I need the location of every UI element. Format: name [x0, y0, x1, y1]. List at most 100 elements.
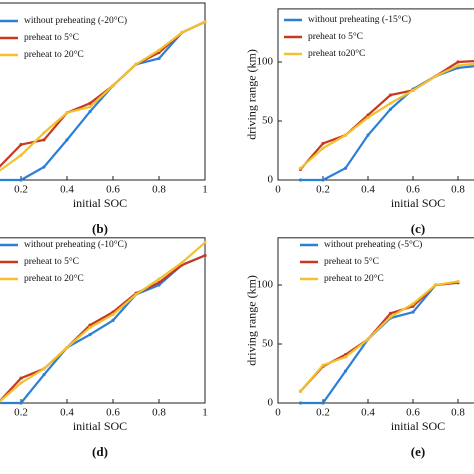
point: [366, 115, 370, 120]
point: [203, 20, 207, 24]
plot-frame: [277, 237, 474, 404]
point: [298, 178, 303, 182]
x-tick-label: 0.4: [361, 407, 375, 419]
point: [343, 369, 348, 373]
legend-label: without preheating (-15°C): [308, 14, 411, 25]
point: [19, 143, 23, 147]
panel-label: (b): [92, 221, 108, 236]
legend-label: preheat to 20°C: [24, 273, 84, 284]
x-axis-label: initial SOC: [391, 419, 445, 433]
series-line: [299, 281, 459, 392]
point: [65, 345, 69, 350]
point: [203, 253, 207, 258]
y-tick-label: 50: [262, 338, 274, 350]
point: [157, 281, 161, 285]
point: [19, 376, 23, 380]
point: [111, 318, 115, 322]
x-tick-label: 0.8: [451, 407, 465, 419]
point: [180, 30, 184, 35]
plot-frame: [0, 2, 206, 181]
x-tick-label: 0.2: [316, 407, 330, 419]
point: [433, 74, 438, 78]
legend-label: preheat to 5°C: [24, 256, 79, 267]
x-tick-label: 0.4: [60, 407, 74, 419]
x-axis-label: initial SOC: [73, 196, 127, 210]
point: [321, 401, 325, 405]
x-tick-label: 0.2: [14, 407, 28, 419]
point: [42, 138, 46, 142]
point: [456, 60, 460, 64]
panel-label: (c): [411, 221, 425, 236]
series-line: [0, 20, 206, 182]
x-tick-label: 0.8: [451, 184, 465, 196]
series-line: [299, 62, 474, 170]
point: [411, 310, 415, 314]
point: [456, 63, 460, 68]
legend-label: without preheating (-20°C): [24, 15, 127, 26]
x-tick-label: 1: [202, 184, 208, 196]
plot-frame: [277, 8, 474, 181]
series-line: [300, 65, 474, 182]
point: [157, 277, 161, 281]
y-tick-label: 100: [257, 279, 274, 291]
y-axis-label: driving range (km): [245, 49, 259, 140]
x-axis-label: initial SOC: [73, 419, 127, 433]
legend-label: preheat to 5°C: [308, 31, 363, 42]
x-tick-label: 0.8: [152, 407, 166, 419]
point: [157, 56, 161, 61]
point: [298, 389, 303, 393]
point: [65, 111, 69, 115]
x-tick-label: 0: [275, 407, 281, 419]
point: [88, 101, 92, 105]
x-tick-label: 0.2: [14, 184, 28, 196]
point: [19, 381, 23, 385]
point: [42, 367, 46, 371]
series-line: [299, 280, 459, 392]
point: [111, 84, 115, 88]
point: [19, 153, 23, 157]
legend-label: preheat to 5°C: [24, 32, 79, 43]
point: [321, 363, 325, 367]
point: [88, 332, 92, 337]
plot-frame: [0, 237, 206, 404]
point: [134, 292, 138, 297]
point: [411, 302, 415, 306]
point: [180, 260, 184, 265]
x-tick-label: 0.8: [152, 184, 166, 196]
panel-label: (d): [92, 444, 108, 459]
point: [298, 401, 303, 405]
point: [203, 240, 207, 245]
point: [456, 279, 460, 284]
point: [134, 62, 138, 66]
legend-label: without preheating (-10°C): [24, 239, 127, 250]
point: [42, 373, 46, 377]
series-line: [299, 60, 474, 171]
x-tick-label: 0.6: [406, 407, 420, 419]
point: [366, 133, 370, 137]
point: [88, 325, 92, 330]
y-tick-label: 100: [257, 56, 274, 68]
point: [65, 138, 69, 142]
point: [366, 337, 370, 341]
x-tick-label: 0.6: [106, 184, 120, 196]
point: [42, 131, 46, 135]
point: [388, 107, 393, 111]
series-line: [0, 20, 206, 172]
panel-label: (e): [411, 444, 425, 459]
x-tick-label: 0.2: [316, 184, 330, 196]
series-line: [0, 241, 206, 403]
legend-label: preheat to 20°C: [24, 49, 84, 60]
point: [388, 101, 393, 105]
legend-label: preheat to 5°C: [324, 256, 379, 267]
point: [88, 105, 92, 109]
x-axis-label: initial SOC: [391, 196, 445, 210]
point: [157, 48, 161, 52]
y-tick-label: 0: [268, 174, 274, 186]
legend-label: preheat to20°C: [308, 48, 365, 59]
point: [321, 141, 325, 146]
x-tick-label: 1: [202, 407, 208, 419]
point: [343, 166, 348, 170]
point: [343, 133, 348, 137]
